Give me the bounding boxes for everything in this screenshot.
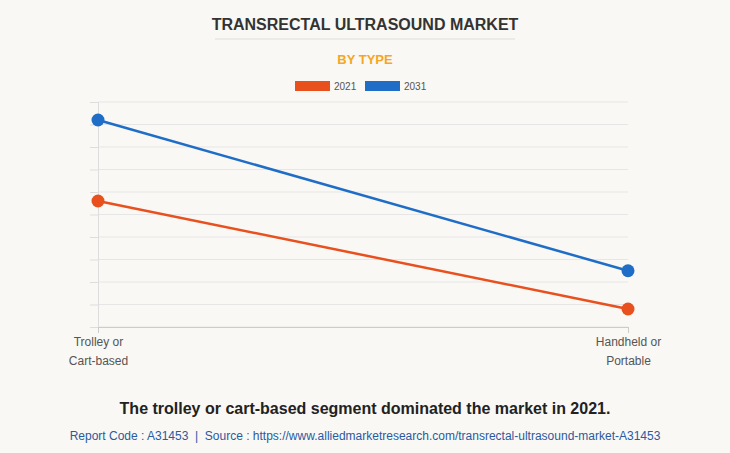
y-tick-mark: [90, 305, 98, 306]
grid-line: [98, 237, 628, 238]
series-point: [92, 114, 105, 127]
grid-line: [98, 169, 628, 170]
y-tick-mark: [90, 102, 98, 103]
grid-line: [98, 192, 628, 193]
grid-line: [98, 124, 628, 125]
y-tick: [90, 237, 98, 238]
y-tick-mark: [90, 282, 98, 283]
subtitle: BY TYPE: [337, 52, 393, 67]
y-tick-mark: [90, 170, 98, 171]
legend: 2021 2031: [295, 81, 427, 92]
series-point: [622, 303, 635, 316]
caption: The trolley or cart-based segment domina…: [120, 400, 611, 417]
legend-label: 2031: [404, 81, 427, 92]
series-point: [92, 195, 105, 208]
grid-line: [98, 282, 628, 283]
grid-line: [98, 102, 628, 103]
y-tick: [90, 282, 98, 283]
background: [0, 0, 730, 453]
y-tick: [90, 305, 98, 306]
source: Report Code : A31453 | Source : https://…: [70, 429, 661, 443]
title-rule: [215, 39, 515, 40]
y-tick-mark: [90, 192, 98, 193]
x-tick-label: Trolley orCart-based: [69, 335, 128, 368]
x-axis: Trolley orCart-based Handheld orPortable: [69, 327, 661, 368]
y-tick-mark: [90, 215, 98, 216]
y-tick: [90, 215, 98, 216]
series-line: [98, 120, 628, 271]
y-tick-mark: [90, 327, 98, 328]
grid-line: [98, 147, 628, 148]
y-tick: [90, 260, 98, 261]
legend-swatch: [295, 81, 330, 91]
y-tick-mark: [90, 237, 98, 238]
x-tick-mark: [628, 327, 629, 333]
grid-line: [98, 259, 628, 260]
y-axis: [90, 103, 99, 328]
x-tick-mark: [98, 327, 99, 333]
y-axis-line: [90, 103, 99, 328]
grid-line: [98, 304, 628, 305]
y-tick-mark: [90, 260, 98, 261]
plot-area: [92, 114, 635, 316]
y-tick: [90, 327, 98, 328]
legend-swatch: [365, 81, 400, 91]
x-tick: Handheld orPortable: [596, 327, 661, 368]
y-tick: [90, 170, 98, 171]
series-point: [622, 264, 635, 277]
x-tick: Trolley orCart-based: [69, 327, 128, 368]
y-tick: [90, 147, 98, 148]
grid-line: [98, 214, 628, 215]
legend-label: 2021: [334, 81, 357, 92]
y-tick: [90, 192, 98, 193]
title: TRANSRECTAL ULTRASOUND MARKET: [212, 16, 519, 33]
x-axis-line: [99, 328, 629, 334]
chart: TRANSRECTAL ULTRASOUND MARKET BY TYPE 2021…: [0, 0, 730, 453]
y-tick-mark: [90, 147, 98, 148]
y-tick: [90, 102, 98, 103]
series-line: [98, 201, 628, 309]
x-tick-label: Handheld orPortable: [596, 335, 661, 368]
grid: [98, 102, 628, 327]
